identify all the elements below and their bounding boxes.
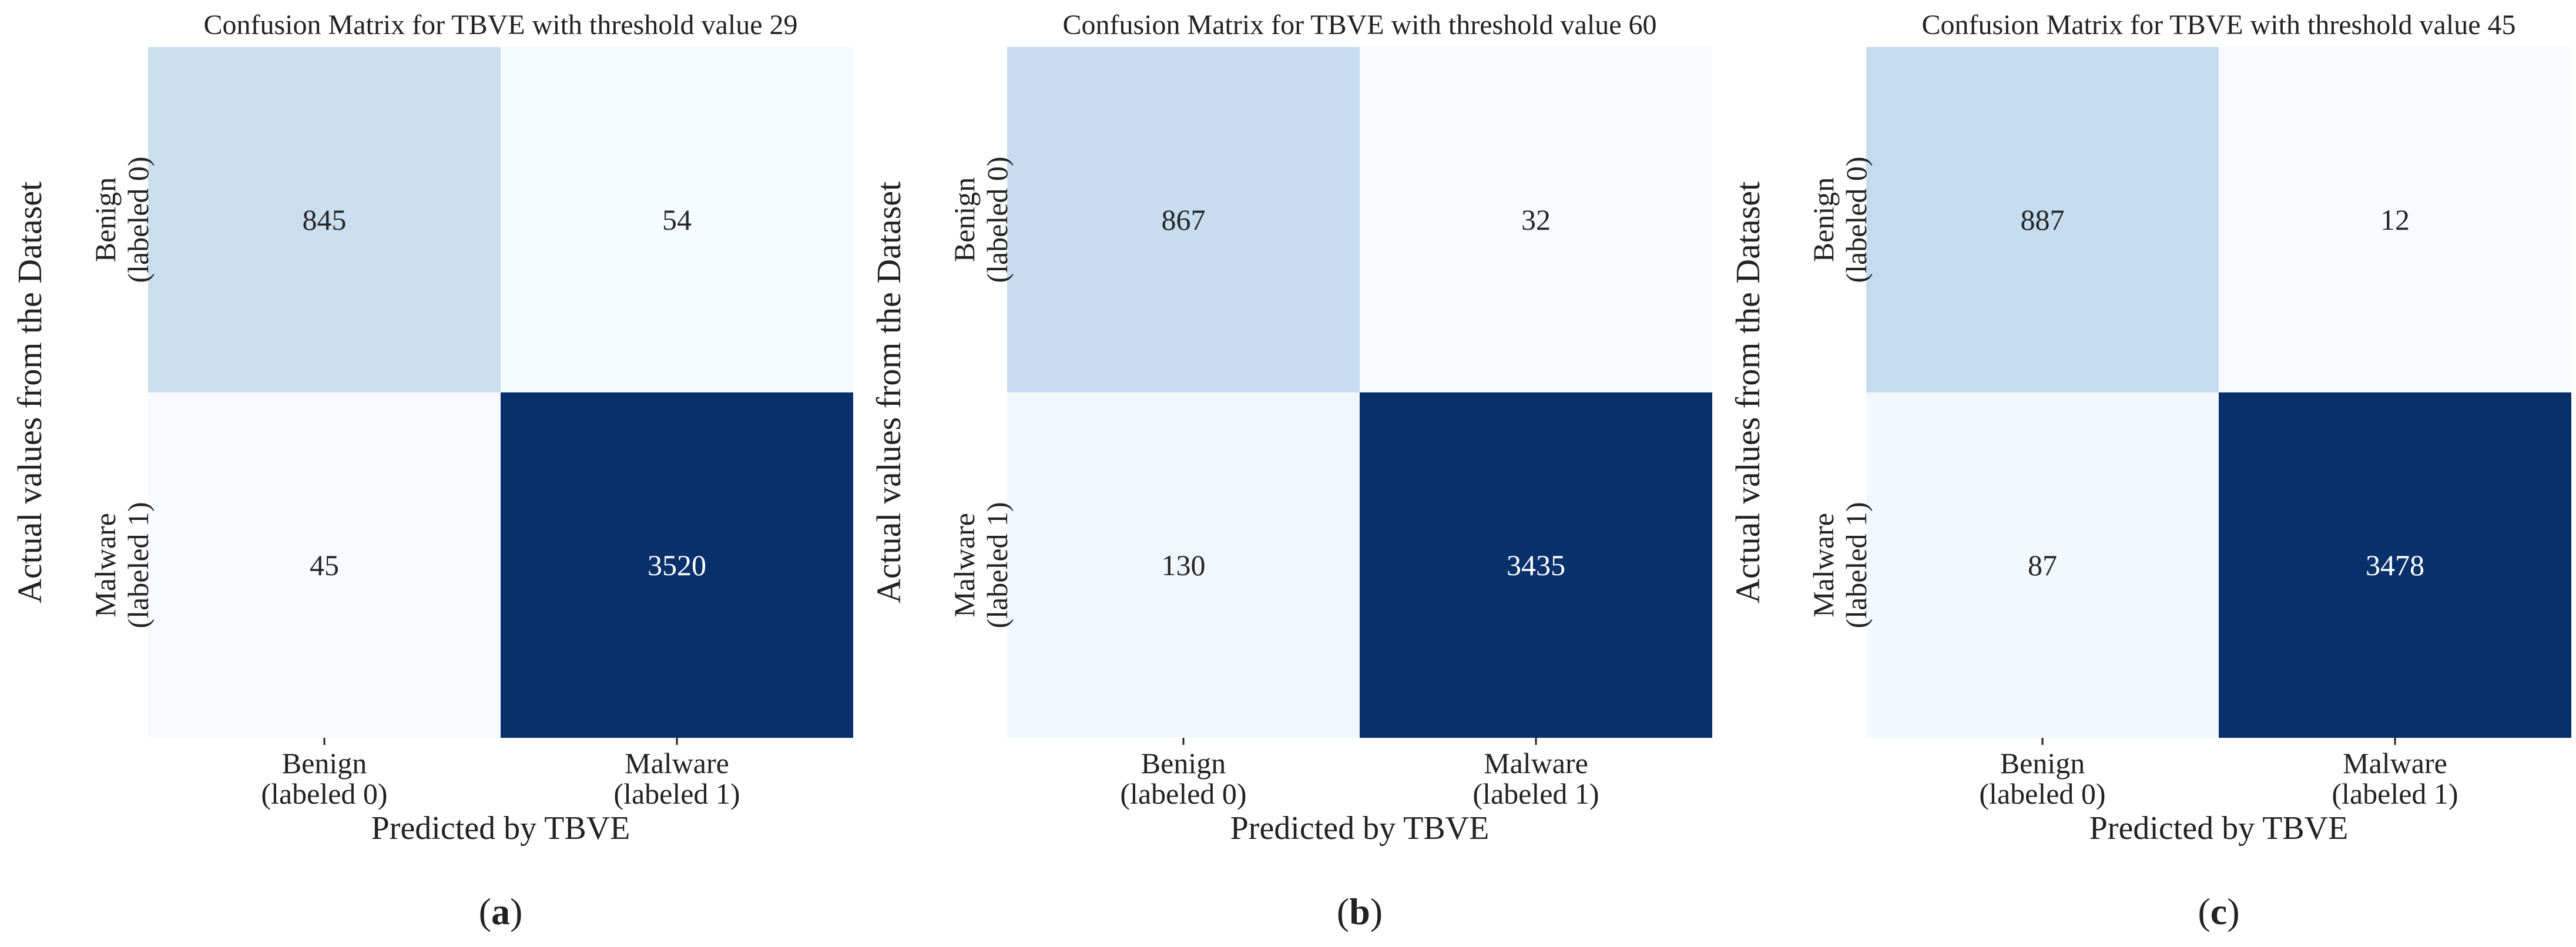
panel-a: Confusion Matrix for TBVE with threshold… <box>0 0 858 947</box>
chart-title: Confusion Matrix for TBVE with threshold… <box>1922 9 2516 41</box>
cell-value: 130 <box>1162 549 1206 582</box>
heatmap-cell <box>2219 47 2571 392</box>
y-axis-label: Actual values from the Dataset <box>1729 182 1767 603</box>
heatmap-cell <box>1866 47 2219 392</box>
heatmap-cell <box>1007 47 1360 392</box>
panel-caption: (c) <box>2198 891 2240 932</box>
x-axis-label: Predicted by TBVE <box>1230 810 1490 847</box>
cell-value: 3478 <box>2366 549 2424 582</box>
y-tick-label: Malware(labeled 1) <box>948 502 1014 628</box>
heatmap-cell <box>501 392 853 738</box>
x-tick-label: Malware (labeled 1) <box>2332 747 2458 810</box>
panel-b: Confusion Matrix for TBVE with threshold… <box>859 0 1718 947</box>
cell-value: 3435 <box>1507 549 1565 582</box>
cell-value: 845 <box>303 203 347 236</box>
y-tick-label: Benign(labeled 0) <box>1807 156 1873 283</box>
chart-title: Confusion Matrix for TBVE with threshold… <box>1063 9 1657 41</box>
y-axis-label: Actual values from the Dataset <box>870 182 908 603</box>
y-tick-label: Benign(labeled 0) <box>948 156 1014 283</box>
heatmap-cell <box>148 392 501 738</box>
y-axis-label: Actual values from the Dataset <box>11 182 49 603</box>
cell-value: 12 <box>2380 203 2410 236</box>
confusion-matrix-c: Confusion Matrix for TBVE with threshold… <box>1729 9 2571 847</box>
y-tick-label: Malware(labeled 1) <box>1807 502 1873 628</box>
cell-value: 867 <box>1162 203 1206 236</box>
confusion-matrix-b: Confusion Matrix for TBVE with threshold… <box>870 9 1712 847</box>
cell-value: 54 <box>662 203 692 236</box>
x-tick-label: Malware (labeled 1) <box>613 747 740 810</box>
heatmap-cell <box>1360 392 1712 738</box>
x-axis-label: Predicted by TBVE <box>2089 810 2349 847</box>
heatmap-cell <box>1360 47 1712 392</box>
x-tick-label: Benign (labeled 0) <box>1120 747 1246 810</box>
x-tick-label: Benign (labeled 0) <box>1979 747 2105 810</box>
chart-title: Confusion Matrix for TBVE with threshold… <box>204 9 798 41</box>
heatmap-cell <box>1866 392 2219 738</box>
cell-value: 887 <box>2021 203 2065 236</box>
heatmap-cell <box>148 47 501 392</box>
cell-value: 87 <box>2028 549 2057 582</box>
x-tick-label: Malware (labeled 1) <box>1473 747 1599 810</box>
panel-c: Confusion Matrix for TBVE with threshold… <box>1718 0 2576 947</box>
panel-caption: (b) <box>1336 891 1383 932</box>
cell-value: 32 <box>1521 203 1551 236</box>
x-tick-label: Benign (labeled 0) <box>261 747 387 810</box>
cell-value: 45 <box>310 549 339 582</box>
panel-caption: (a) <box>478 891 523 932</box>
heatmap-cell <box>501 47 853 392</box>
heatmap-cell <box>1007 392 1360 738</box>
y-tick-label: Malware(labeled 1) <box>89 502 155 628</box>
heatmap-cell <box>2219 392 2571 738</box>
cell-value: 3520 <box>648 549 706 582</box>
y-tick-label: Benign(labeled 0) <box>89 156 155 283</box>
confusion-matrix-a: Confusion Matrix for TBVE with threshold… <box>11 9 853 847</box>
x-axis-label: Predicted by TBVE <box>371 810 630 847</box>
